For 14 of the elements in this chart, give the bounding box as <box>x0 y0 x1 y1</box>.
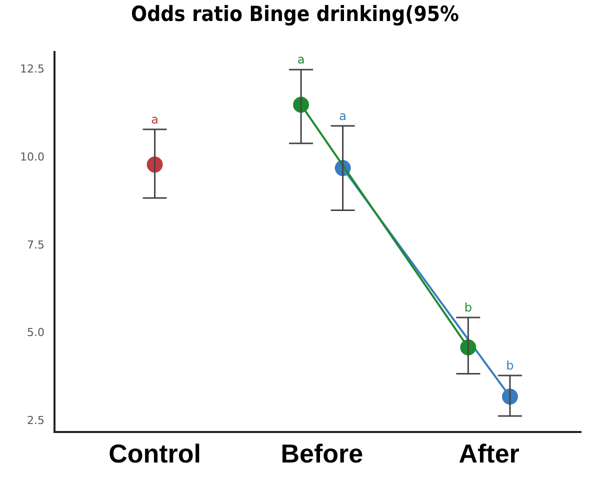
y-tick-label: 12.5 <box>20 62 44 76</box>
x-tick-label: Control <box>108 438 201 469</box>
annotation: b <box>464 300 472 315</box>
y-tick-label: 5.0 <box>26 326 44 340</box>
annotation: a <box>339 108 346 123</box>
y-tick-label: 2.5 <box>26 414 44 428</box>
x-tick-label: Before <box>280 438 364 469</box>
annotation: a <box>151 112 158 126</box>
x-tick-label: After <box>458 438 520 469</box>
y-tick-label: 7.5 <box>26 238 44 252</box>
annotation: a <box>297 52 305 67</box>
y-tick-label: 10.0 <box>20 150 44 164</box>
chart-title: Odds ratio Binge drinking(95% <box>130 2 460 26</box>
annotation: b <box>506 358 514 373</box>
